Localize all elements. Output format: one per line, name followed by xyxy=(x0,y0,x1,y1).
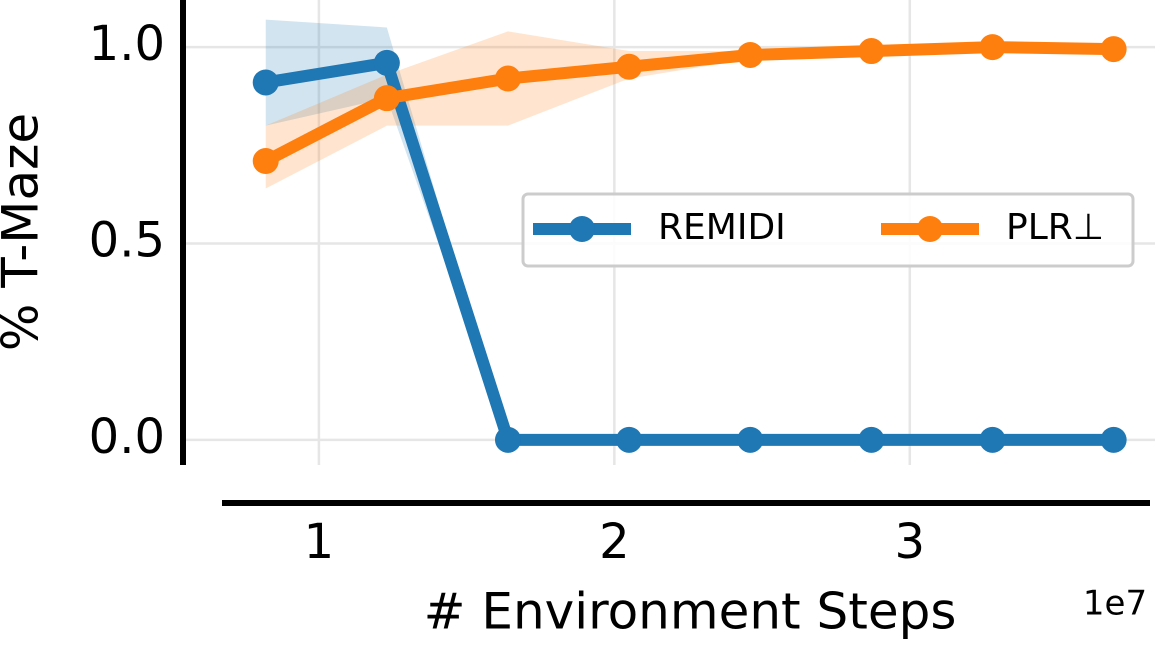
marker xyxy=(373,49,400,76)
x-tick-label: 3 xyxy=(895,514,926,570)
y-tick-label: 0.0 xyxy=(89,409,165,465)
marker xyxy=(494,65,521,92)
line xyxy=(264,56,1114,446)
marker xyxy=(979,426,1006,453)
legend-marker xyxy=(917,216,943,242)
marker xyxy=(1100,36,1127,63)
marker xyxy=(252,69,279,96)
x-tick-label: 1 xyxy=(304,514,335,570)
marker xyxy=(737,426,764,453)
marker xyxy=(858,38,885,65)
legend-label: REMIDI xyxy=(658,207,786,248)
confidence-band xyxy=(265,31,1114,189)
marker xyxy=(979,34,1006,61)
legend-box xyxy=(521,192,1135,268)
x-offset-label: 1e7 xyxy=(1083,584,1147,624)
y-tick-label: 0.5 xyxy=(89,212,165,268)
marker xyxy=(616,426,643,453)
line xyxy=(262,41,1114,167)
marker xyxy=(737,41,764,68)
marker xyxy=(494,426,521,453)
y-tick-label: 1.0 xyxy=(89,16,165,72)
legend-label: PLR⊥ xyxy=(1006,207,1104,248)
marker xyxy=(373,85,400,112)
legend-marker xyxy=(569,216,595,242)
marker xyxy=(1100,426,1127,453)
y-axis-label: % T-Maze xyxy=(0,113,50,351)
x-axis-label: # Environment Steps xyxy=(424,583,957,641)
legend: REMIDI PLR⊥ xyxy=(521,192,1135,268)
x-tick-label: 2 xyxy=(599,514,630,570)
marker xyxy=(252,148,279,175)
marker xyxy=(616,53,643,80)
marker xyxy=(858,426,885,453)
